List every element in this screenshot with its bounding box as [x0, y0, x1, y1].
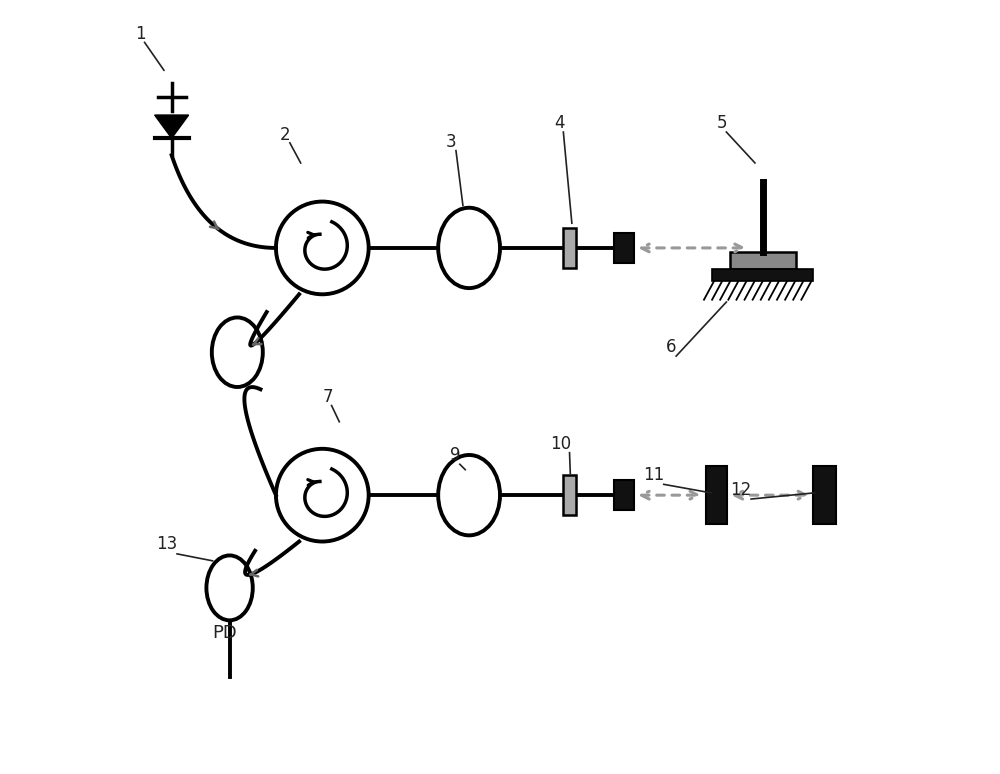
Bar	[712, 269, 813, 281]
Bar	[563, 228, 576, 268]
Text: 10: 10	[550, 435, 571, 453]
Text: 9: 9	[450, 447, 460, 464]
Text: PD: PD	[213, 624, 237, 642]
Polygon shape	[155, 115, 189, 139]
Bar	[813, 466, 836, 524]
Text: 7: 7	[322, 389, 333, 406]
Text: 6: 6	[666, 338, 677, 356]
Text: 2: 2	[280, 125, 290, 144]
Text: 4: 4	[554, 115, 565, 132]
Text: 11: 11	[643, 466, 664, 484]
Text: 5: 5	[716, 115, 727, 132]
Bar	[563, 475, 576, 515]
Bar	[706, 466, 727, 524]
Bar	[614, 481, 634, 510]
Text: 12: 12	[730, 481, 751, 499]
Text: 3: 3	[446, 133, 457, 152]
Bar	[614, 233, 634, 262]
Bar	[730, 252, 796, 269]
Text: 13: 13	[156, 536, 177, 553]
Text: 1: 1	[135, 26, 146, 43]
